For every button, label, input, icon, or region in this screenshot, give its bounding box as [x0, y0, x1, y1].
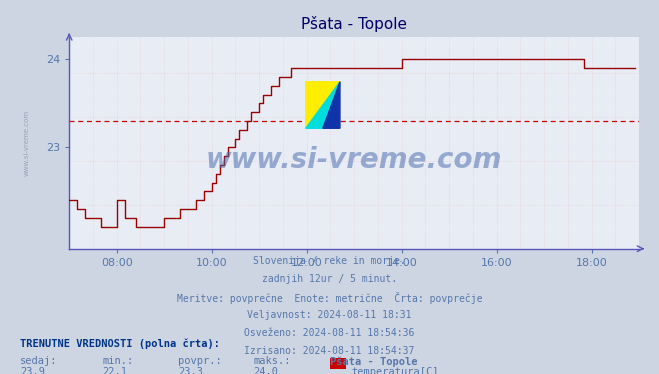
- Text: sedaj:: sedaj:: [20, 356, 57, 366]
- Text: 22,1: 22,1: [102, 367, 127, 374]
- Text: 24,0: 24,0: [254, 367, 279, 374]
- Text: www.si-vreme.com: www.si-vreme.com: [206, 146, 502, 174]
- Text: Slovenija / reke in morje.: Slovenija / reke in morje.: [253, 256, 406, 266]
- Text: Osveženo: 2024-08-11 18:54:36: Osveženo: 2024-08-11 18:54:36: [244, 328, 415, 338]
- Polygon shape: [323, 82, 340, 128]
- Text: Izrisano: 2024-08-11 18:54:37: Izrisano: 2024-08-11 18:54:37: [244, 346, 415, 356]
- Text: Meritve: povprečne  Enote: metrične  Črta: povprečje: Meritve: povprečne Enote: metrične Črta:…: [177, 292, 482, 304]
- Title: Pšata - Topole: Pšata - Topole: [301, 16, 407, 32]
- Text: maks.:: maks.:: [254, 356, 291, 366]
- Polygon shape: [306, 82, 340, 128]
- Text: povpr.:: povpr.:: [178, 356, 221, 366]
- Text: temperatura[C]: temperatura[C]: [351, 367, 439, 374]
- Text: zadnjih 12ur / 5 minut.: zadnjih 12ur / 5 minut.: [262, 274, 397, 284]
- Text: www.si-vreme.com: www.si-vreme.com: [24, 110, 30, 176]
- Text: Pšata - Topole: Pšata - Topole: [330, 356, 417, 367]
- Text: 23,9: 23,9: [20, 367, 45, 374]
- Text: 23,3: 23,3: [178, 367, 203, 374]
- Text: TRENUTNE VREDNOSTI (polna črta):: TRENUTNE VREDNOSTI (polna črta):: [20, 338, 219, 349]
- Polygon shape: [306, 82, 340, 128]
- Text: Veljavnost: 2024-08-11 18:31: Veljavnost: 2024-08-11 18:31: [247, 310, 412, 320]
- Text: min.:: min.:: [102, 356, 133, 366]
